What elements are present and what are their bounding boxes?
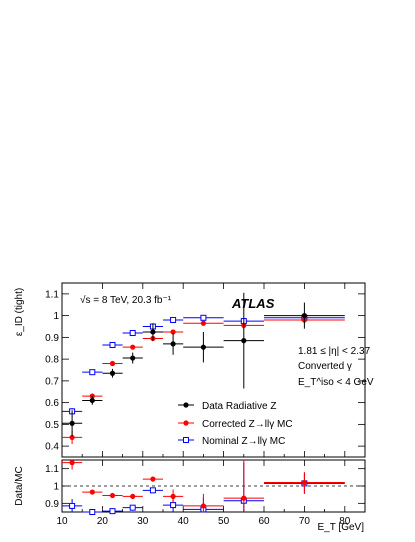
ratio-y-tick-label: 1 — [53, 482, 59, 493]
data-point — [109, 360, 116, 367]
data-point — [129, 330, 136, 337]
data-point — [170, 316, 177, 323]
legend-data-label: Data Radiative Z — [202, 401, 276, 412]
data-point — [150, 329, 156, 335]
x-tick-label: 80 — [339, 516, 351, 527]
legend: Data Radiative Z Corrected Z→llγ MC Nomi… — [178, 401, 293, 447]
main-y-tick-label: 0.6 — [45, 398, 59, 409]
legend-data-marker — [183, 402, 189, 408]
data-point — [200, 314, 207, 321]
data-point — [69, 460, 75, 466]
legend-entry-nominal-mc: Nominal Z→llγ MC — [178, 436, 285, 447]
ratio-y-tick-label: 1.1 — [45, 464, 59, 475]
main-axis-ticks: 0.4 0.5 0.6 0.7 0.8 0.9 1 1.1 — [45, 283, 365, 457]
x-tick-label: 20 — [97, 516, 109, 527]
legend-entry-corrected-mc: Corrected Z→llγ MC — [178, 419, 293, 430]
main-y-tick-label: 0.4 — [45, 442, 59, 453]
x-axis-label: E_T [GeV] — [317, 522, 364, 533]
data-point — [89, 397, 95, 404]
data-point — [129, 504, 136, 511]
ratio-axis-ticks: 10 20 30 40 50 60 70 80 0.9 1 1.1 — [45, 460, 365, 527]
x-tick-label: 70 — [299, 516, 311, 527]
main-plot-frame — [61, 282, 366, 458]
main-y-tick-label: 0.9 — [45, 333, 59, 344]
main-y-tick-label: 0.5 — [45, 420, 59, 431]
main-data-marks — [62, 292, 345, 444]
ratio-y-axis-label: Data/MC — [14, 466, 25, 505]
data-point — [109, 492, 116, 499]
main-y-tick-label: 0.8 — [45, 355, 59, 366]
x-tick-label: 10 — [56, 516, 68, 527]
x-tick-label: 30 — [137, 516, 149, 527]
data-point — [109, 341, 116, 348]
data-point — [200, 503, 206, 509]
data-point — [241, 495, 247, 501]
main-y-tick-label: 1.1 — [45, 289, 59, 300]
data-point — [241, 338, 247, 344]
x-tick-label: 50 — [218, 516, 230, 527]
ratio-series-1 — [62, 460, 345, 512]
iso-cut-label: E_T^iso < 4 GeV — [298, 377, 374, 388]
eta-range-label: 1.81 ≤ |η| < 2.37 — [298, 346, 371, 357]
data-point — [301, 313, 307, 319]
data-point — [170, 493, 176, 499]
data-point — [130, 344, 136, 350]
legend-nominal-label: Nominal Z→llγ MC — [202, 436, 285, 447]
main-y-axis-label: ε_ID (tight) — [14, 288, 25, 336]
x-tick-label: 40 — [178, 516, 190, 527]
data-point — [89, 369, 96, 376]
data-point — [109, 370, 116, 376]
energy-lumi-label: √s = 8 TeV, 20.3 fb⁻¹ — [80, 294, 172, 306]
data-point — [200, 320, 206, 326]
data-point — [170, 329, 176, 335]
ratio-data-marks — [62, 460, 345, 515]
main-series-2 — [62, 292, 345, 437]
data-point — [69, 502, 76, 509]
data-point — [130, 493, 136, 499]
x-tick-label: 60 — [258, 516, 270, 527]
data-point — [150, 476, 156, 482]
ratio-y-tick-label: 0.9 — [45, 499, 59, 510]
data-point — [170, 341, 176, 347]
main-y-tick-label: 1 — [53, 311, 59, 322]
legend-nominal-marker — [183, 437, 189, 443]
data-point — [69, 420, 75, 426]
legend-entry-data: Data Radiative Z — [178, 401, 276, 412]
data-point — [301, 479, 307, 486]
data-point — [69, 434, 75, 441]
legend-corrected-marker — [183, 420, 189, 426]
data-point — [149, 487, 156, 494]
photon-type-label: Converted γ — [298, 361, 352, 372]
data-point — [130, 355, 136, 361]
data-point — [89, 489, 95, 495]
data-point — [200, 344, 206, 350]
atlas-label: ATLAS — [231, 296, 275, 311]
legend-corrected-label: Corrected Z→llγ MC — [202, 419, 293, 430]
main-y-tick-label: 0.7 — [45, 376, 59, 387]
data-point — [109, 508, 116, 515]
data-point — [89, 509, 96, 515]
